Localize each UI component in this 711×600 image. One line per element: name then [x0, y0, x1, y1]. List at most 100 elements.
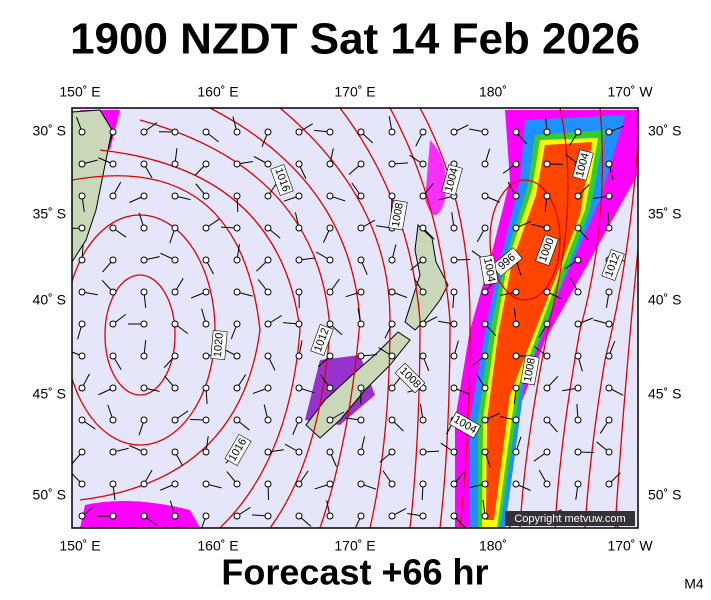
barb-station	[264, 128, 272, 136]
barb-station	[450, 480, 458, 488]
barb-station	[388, 256, 396, 264]
barb-station	[140, 288, 148, 296]
barb-station	[264, 416, 272, 424]
isobars	[72, 108, 638, 528]
barb-station	[233, 480, 241, 488]
barb-station	[140, 256, 148, 264]
barb-station	[171, 384, 179, 392]
barb-station	[202, 480, 210, 488]
barb-station	[357, 352, 365, 360]
bottom-axis-label: 170˚ E	[334, 538, 375, 554]
barb-station	[233, 384, 241, 392]
barb-station	[605, 320, 613, 328]
isobar-label: 1020	[210, 330, 228, 360]
barb-station	[295, 320, 303, 328]
barb-station	[419, 128, 427, 136]
barb-station	[109, 384, 117, 392]
isobar-label: 1008	[520, 354, 540, 386]
barb-station	[171, 192, 179, 200]
barb-station	[326, 288, 334, 296]
barb-station	[109, 352, 117, 360]
barb-station	[109, 192, 117, 200]
barb-station	[78, 512, 86, 520]
barb-station	[419, 288, 427, 296]
barb-station	[264, 160, 272, 168]
barb-station	[202, 128, 210, 136]
left-axis-label: 30˚ S	[33, 123, 66, 139]
top-axis-label: 180˚	[479, 84, 507, 100]
barb-station	[481, 352, 489, 360]
barb-station	[171, 320, 179, 328]
barb-station	[357, 288, 365, 296]
barb-station	[326, 224, 334, 232]
barb-station	[264, 320, 272, 328]
barb-station	[512, 480, 520, 488]
barb-station	[388, 128, 396, 136]
barb-station	[388, 192, 396, 200]
barb-station	[357, 512, 365, 520]
bottom-axis-label: 180˚	[479, 538, 507, 554]
barb-station	[140, 352, 148, 360]
barb-station	[388, 288, 396, 296]
barb-station	[140, 320, 148, 328]
barb-station	[512, 160, 520, 168]
barb-station	[481, 512, 489, 520]
barb-station	[574, 352, 582, 360]
barb-station	[171, 416, 179, 424]
barb-station	[326, 352, 334, 360]
barb-station	[481, 480, 489, 488]
isobar-label: 1016	[270, 164, 294, 196]
forecast-label: Forecast +66 hr	[221, 552, 488, 593]
barb-station	[481, 224, 489, 232]
barb-station	[605, 192, 613, 200]
barb-station	[357, 192, 365, 200]
barb-station	[481, 448, 489, 456]
isobar-label: 1012	[310, 324, 334, 356]
axes: 150˚ E 160˚ E 170˚ E 180˚ 170˚ W 150˚ E 160˚ E…	[33, 84, 682, 554]
barb-station	[450, 320, 458, 328]
barb-station	[295, 192, 303, 200]
barb-station	[481, 288, 489, 296]
barb-station	[109, 288, 117, 296]
barb-station	[295, 480, 303, 488]
barb-station	[78, 160, 86, 168]
barb-station	[543, 448, 551, 456]
barb-station	[605, 416, 613, 424]
barb-station	[326, 448, 334, 456]
right-axis-label: 30˚ S	[648, 123, 681, 139]
barb-station	[512, 384, 520, 392]
barb-station	[202, 448, 210, 456]
barb-station	[419, 192, 427, 200]
left-axis-label: 45˚ S	[33, 386, 66, 402]
barb-station	[326, 384, 334, 392]
barb-station	[171, 288, 179, 296]
barb-station	[264, 192, 272, 200]
barb-station	[574, 448, 582, 456]
barb-station	[264, 288, 272, 296]
barb-station	[140, 448, 148, 456]
barb-station	[295, 224, 303, 232]
barb-station	[419, 224, 427, 232]
left-axis-label: 50˚ S	[33, 487, 66, 503]
barb-station	[543, 160, 551, 168]
isobar-label-box	[441, 164, 463, 196]
isobar-label-box	[394, 362, 426, 394]
barb-station	[388, 480, 396, 488]
barb-station	[326, 192, 334, 200]
barb-station	[109, 512, 117, 520]
barb-station	[605, 128, 613, 136]
rain-area	[425, 140, 446, 215]
barb-station	[295, 384, 303, 392]
isobar-label: 1008	[388, 199, 408, 231]
barb-station	[233, 512, 241, 520]
barb-station	[78, 480, 86, 488]
barb-station	[388, 160, 396, 168]
barb-station	[264, 352, 272, 360]
barb-station	[78, 384, 86, 392]
barb-station	[202, 256, 210, 264]
barb-station	[109, 160, 117, 168]
barb-station	[605, 384, 613, 392]
barb-station	[202, 288, 210, 296]
barb-station	[295, 448, 303, 456]
wind-barbs	[72, 116, 626, 528]
